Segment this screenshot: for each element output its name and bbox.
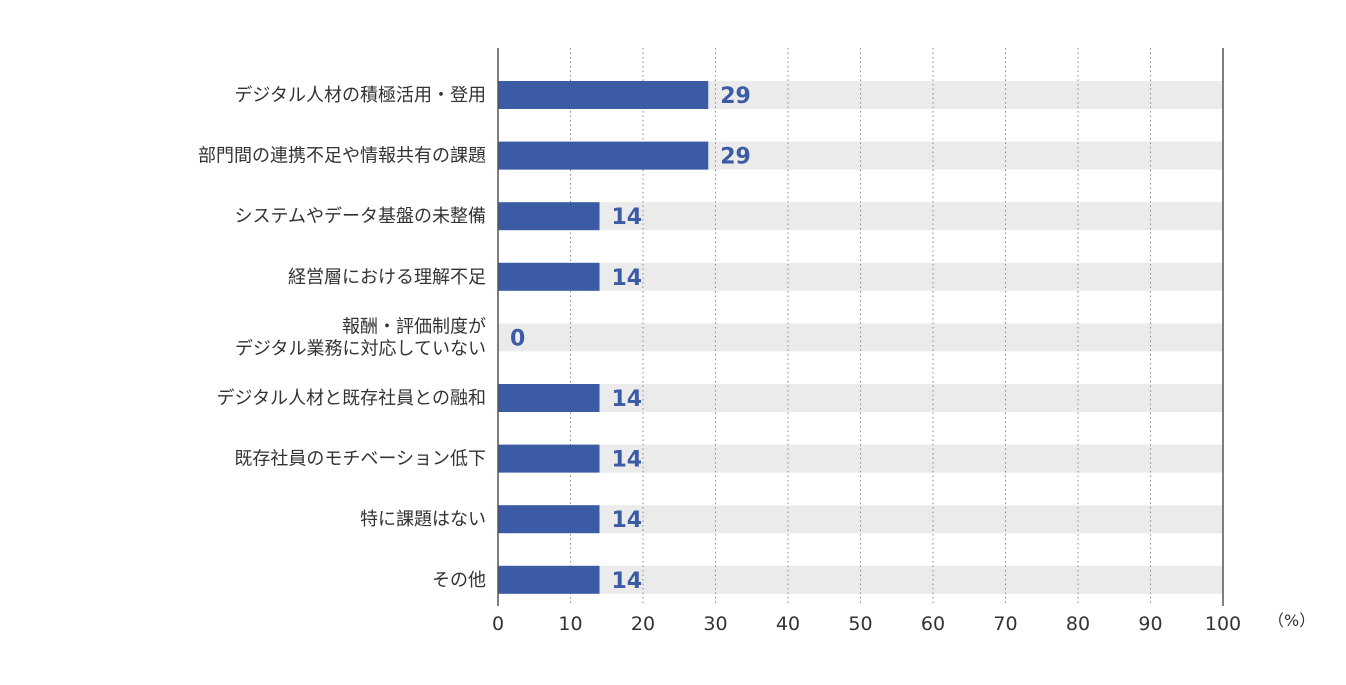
bar: [498, 384, 600, 412]
x-tick-label: 60: [921, 613, 945, 635]
bar: [498, 565, 600, 594]
x-tick-label: 90: [1138, 613, 1162, 635]
value-label: 14: [612, 266, 643, 291]
x-tick-label: 20: [631, 613, 655, 635]
bar: [498, 81, 709, 109]
x-tick-labels: 0 10 20 30 40 50 60 70 80 90 100: [492, 613, 1241, 635]
x-tick-label: 70: [993, 613, 1017, 635]
category-label: 特に課題はない: [360, 509, 486, 530]
category-label: デジタル人材の積極活用・登用: [234, 85, 486, 106]
value-label: 29: [720, 145, 751, 170]
x-unit-label: （%）: [1268, 611, 1315, 630]
value-label: 14: [612, 508, 643, 533]
x-tick-label: 30: [703, 613, 727, 635]
value-label: 0: [510, 326, 525, 351]
category-label: システムやデータ基盤の未整備: [235, 206, 486, 227]
value-label: 14: [612, 448, 643, 473]
x-tick-label: 0: [492, 613, 504, 635]
bar-track: [498, 505, 1223, 534]
value-label: 14: [612, 569, 643, 594]
category-label: 経営層における理解不足: [288, 267, 486, 288]
x-tick-label: 80: [1066, 613, 1090, 635]
bar-track: [498, 262, 1223, 291]
bar: [498, 262, 600, 291]
bar: [498, 141, 709, 170]
category-label: 報酬・評価制度が: [342, 316, 486, 337]
x-tick-label: 40: [776, 613, 800, 635]
bar: [498, 444, 600, 473]
value-labels: 29 29 14 14 0 14 14 14 14: [510, 84, 751, 594]
category-label: デジタル人材と既存社員との融和: [217, 388, 486, 409]
bars: [498, 81, 709, 594]
bar: [498, 202, 600, 231]
x-tick-label: 50: [848, 613, 872, 635]
category-label: 部門間の連携不足や情報共有の課題: [198, 146, 486, 167]
category-label: 既存社員のモチベーション低下: [234, 449, 486, 470]
category-labels: デジタル人材の積極活用・登用部門間の連携不足や情報共有の課題システムやデータ基盤…: [198, 85, 486, 591]
category-label: デジタル業務に対応していない: [235, 338, 486, 359]
x-tick-label: 10: [558, 613, 582, 635]
value-label: 14: [612, 205, 643, 230]
bar-track: [498, 384, 1223, 412]
x-tick-label: 100: [1205, 613, 1241, 635]
value-label: 14: [612, 387, 643, 412]
value-label: 29: [720, 84, 751, 109]
bar: [498, 505, 600, 534]
axes: [497, 48, 1224, 606]
category-label: その他: [432, 570, 486, 591]
